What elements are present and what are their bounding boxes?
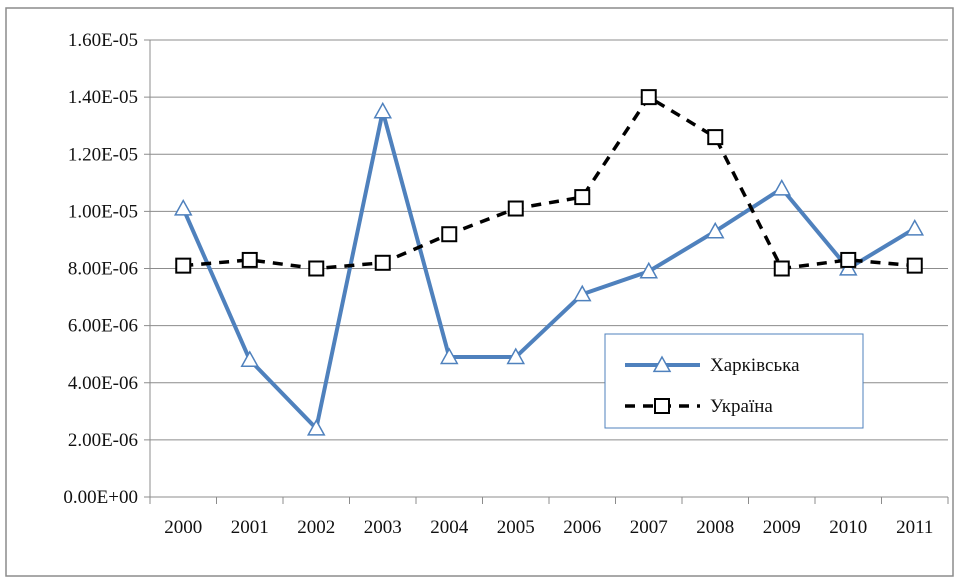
x-tick-label: 2009 <box>763 517 801 538</box>
data-point <box>173 198 193 216</box>
legend-box <box>604 333 864 429</box>
x-tick-label: 2006 <box>563 517 601 538</box>
legend: Харківська Україна <box>604 333 864 429</box>
data-point <box>175 257 192 274</box>
x-tick-label: 2010 <box>829 517 867 538</box>
x-tick-label: 2003 <box>364 517 402 538</box>
data-point <box>240 350 260 368</box>
data-point <box>707 129 724 146</box>
data-point <box>906 257 923 274</box>
data-point <box>905 218 925 236</box>
data-point <box>374 254 391 271</box>
data-point <box>373 101 393 119</box>
legend-marker <box>652 355 672 373</box>
legend-label: Україна <box>710 396 773 417</box>
x-tick-label: 2007 <box>630 517 668 538</box>
chart-frame <box>5 7 954 577</box>
series-line <box>181 109 917 431</box>
data-point <box>640 89 657 106</box>
data-point <box>439 347 459 365</box>
data-point <box>572 284 592 302</box>
y-tick-labels: 0.00E+00 2.00E-06 4.00E-06 6.00E-06 8.00E-06… <box>63 30 138 508</box>
legend-label: Харківська <box>710 355 800 376</box>
series-ukraina <box>175 89 923 277</box>
series-kharkivska <box>173 101 925 436</box>
y-tick-label: 1.60E-05 <box>68 30 138 51</box>
x-tick-labels: 2000 2001 2002 2003 2004 2005 2006 2007 2008 2009… <box>164 517 933 538</box>
axes <box>144 39 949 504</box>
x-tick-label: 2002 <box>297 517 335 538</box>
data-point <box>705 221 725 239</box>
data-point <box>241 251 258 268</box>
y-tick-label: 4.00E-06 <box>68 373 138 394</box>
y-tick-label: 0.00E+00 <box>63 487 138 508</box>
y-tick-label: 1.20E-05 <box>68 144 138 165</box>
series <box>173 89 925 436</box>
data-point <box>840 251 857 268</box>
data-point <box>574 189 591 206</box>
data-point <box>772 178 792 196</box>
x-tick-label: 2008 <box>696 517 734 538</box>
x-tick-label: 2001 <box>231 517 269 538</box>
data-point <box>306 418 326 436</box>
x-tick-label: 2011 <box>896 517 933 538</box>
y-tick-label: 1.40E-05 <box>68 87 138 108</box>
y-tick-label: 1.00E-05 <box>68 201 138 222</box>
x-tick-label: 2005 <box>497 517 535 538</box>
x-tick-label: 2004 <box>430 517 469 538</box>
data-point <box>773 260 790 277</box>
legend-marker <box>654 398 670 414</box>
x-tick-label: 2000 <box>164 517 202 538</box>
data-point <box>507 200 524 217</box>
y-tick-label: 2.00E-06 <box>68 430 138 451</box>
data-point <box>308 260 325 277</box>
data-point <box>506 347 526 365</box>
data-point <box>441 226 458 243</box>
y-tick-label: 8.00E-06 <box>68 259 138 280</box>
y-tick-label: 6.00E-06 <box>68 316 138 337</box>
data-point <box>639 261 659 279</box>
